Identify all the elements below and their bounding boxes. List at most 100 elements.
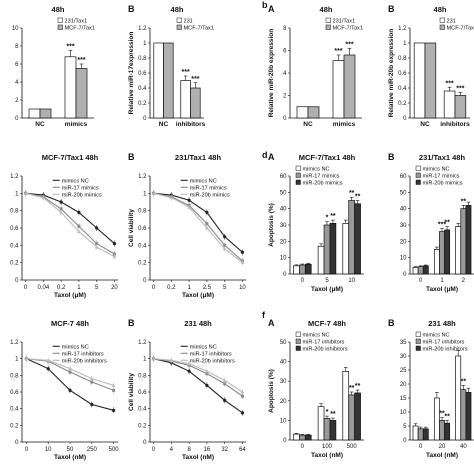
y-tick-label: 0 <box>15 278 19 284</box>
legend-swatch <box>415 172 421 178</box>
significance-marker: * <box>326 409 329 416</box>
legend-label: mimics NC <box>190 178 217 184</box>
panel-sublabel: B <box>388 318 395 328</box>
x-tick-label: mimics <box>65 121 88 128</box>
bar <box>342 371 350 441</box>
y-tick-label: 0.2 <box>10 423 19 429</box>
y-tick-label: 0 <box>143 440 147 446</box>
data-point <box>240 411 245 415</box>
data-point <box>59 210 63 214</box>
y-tick-label: 10 <box>400 256 407 262</box>
legend-label: MCF-7/Tax1 <box>447 25 474 31</box>
data-point <box>223 235 227 239</box>
legend-label: miR-17 mimics <box>423 173 460 179</box>
y-tick-label: 40 <box>280 360 287 366</box>
significance-marker: ** <box>444 220 450 227</box>
y-tick-label: 2 <box>15 98 19 104</box>
y-tick-label: 0 <box>283 116 287 122</box>
y-tick-label: 4 <box>283 71 287 77</box>
bar <box>343 54 356 119</box>
significance-marker: *** <box>182 69 190 76</box>
panel-sublabel: A <box>268 152 275 162</box>
x-tick-label: 0 <box>24 285 28 291</box>
chart-title: 48h <box>320 5 333 14</box>
chart-p3: 48h A 0 2 4 6 8 Relative miR-20b expression NC mi… <box>268 4 363 128</box>
y-tick-label: 0.4 <box>10 407 19 413</box>
significance-marker: *** <box>77 57 85 64</box>
data-point <box>112 388 116 392</box>
legend-swatch <box>57 24 63 30</box>
data-point <box>59 200 63 204</box>
significance-marker: *** <box>191 76 199 83</box>
y-tick-label: 40 <box>400 207 407 213</box>
series-line <box>153 358 243 393</box>
chart-title: MCF-7/Tax1 48h <box>299 153 356 162</box>
bar <box>317 406 325 441</box>
data-point <box>94 245 99 249</box>
y-axis-label: Apoptosis (%) <box>268 203 275 247</box>
bar <box>455 355 462 441</box>
data-point <box>112 254 117 259</box>
legend-label: miR-20b inhibitors <box>303 346 348 352</box>
legend-swatch <box>415 331 421 337</box>
bar <box>412 267 419 275</box>
legend-label: miR-20b mimics <box>62 192 102 198</box>
y-tick-label: 0.6 <box>398 71 407 77</box>
y-tick-label: 1 <box>15 357 19 363</box>
y-tick-label: 0 <box>143 278 147 284</box>
bar <box>433 249 440 275</box>
chart-p11: MCF-7 48h A 0 10 20 30 40 50 Apoptosis (%) Taxol … <box>268 318 364 459</box>
x-axis-label: Taxol (μM) <box>182 292 214 299</box>
y-tick-label: 0.2 <box>398 101 407 107</box>
legend-swatch <box>415 345 421 351</box>
chart-p9: MCF-7 48h 0 0.2 0.4 0.6 0.8 1 1.2 Taxol (nM) 0 10 5… <box>10 319 119 461</box>
data-point <box>222 378 227 382</box>
chart-title: 48h <box>434 5 447 14</box>
bar <box>433 397 440 441</box>
legend-swatch <box>415 338 421 344</box>
y-tick-label: 0 <box>403 116 407 122</box>
legend-label: miR-17 inhibitors <box>303 339 345 345</box>
y-tick-label: 6 <box>15 62 19 68</box>
y-tick-label: 0.8 <box>10 373 19 379</box>
significance-marker: ** <box>330 213 336 220</box>
legend-label: mimics NC <box>62 344 89 350</box>
chart-title: MCF-7 48h <box>308 319 346 328</box>
data-point <box>169 358 174 362</box>
x-tick-label: 50 <box>67 447 74 453</box>
x-tick-label: 2.5 <box>203 285 212 291</box>
legend-swatch <box>295 165 301 171</box>
x-tick-label: 32 <box>221 447 228 453</box>
x-tick-label: 1 <box>440 278 444 284</box>
legend-label: 231 <box>447 18 456 24</box>
chart-title: 231/Tax1 48h <box>175 153 222 162</box>
y-tick-label: 0 <box>15 116 19 122</box>
legend-swatch <box>295 179 301 185</box>
x-tick-label: 0 <box>301 278 305 284</box>
bar <box>412 425 419 441</box>
data-point <box>112 408 116 412</box>
y-axis-label: Relative miR-17expression <box>128 32 135 115</box>
panel-letter-b: b <box>262 0 268 10</box>
panel-sublabel: B <box>388 152 395 162</box>
legend-label: miR-20b inhibitors <box>190 358 235 364</box>
series-line <box>153 192 243 253</box>
significance-marker: ** <box>349 385 355 392</box>
legend-label: miR-17 inhibitors <box>423 339 465 345</box>
bar <box>293 433 300 441</box>
significance-marker: ** <box>439 411 445 418</box>
bar <box>299 434 306 441</box>
data-point <box>95 226 99 230</box>
x-axis-label: Taxol (μM) <box>311 286 343 293</box>
data-point <box>223 398 227 402</box>
series-line <box>153 358 243 397</box>
y-tick-label: 10 <box>400 410 407 416</box>
y-tick-label: 50 <box>280 340 287 346</box>
panel-letter-f: f <box>262 310 266 320</box>
legend-swatch <box>295 338 301 344</box>
x-tick-label: inhibitors <box>440 121 470 128</box>
y-tick-label: 0.8 <box>138 209 147 215</box>
x-tick-label: NC <box>303 121 313 128</box>
